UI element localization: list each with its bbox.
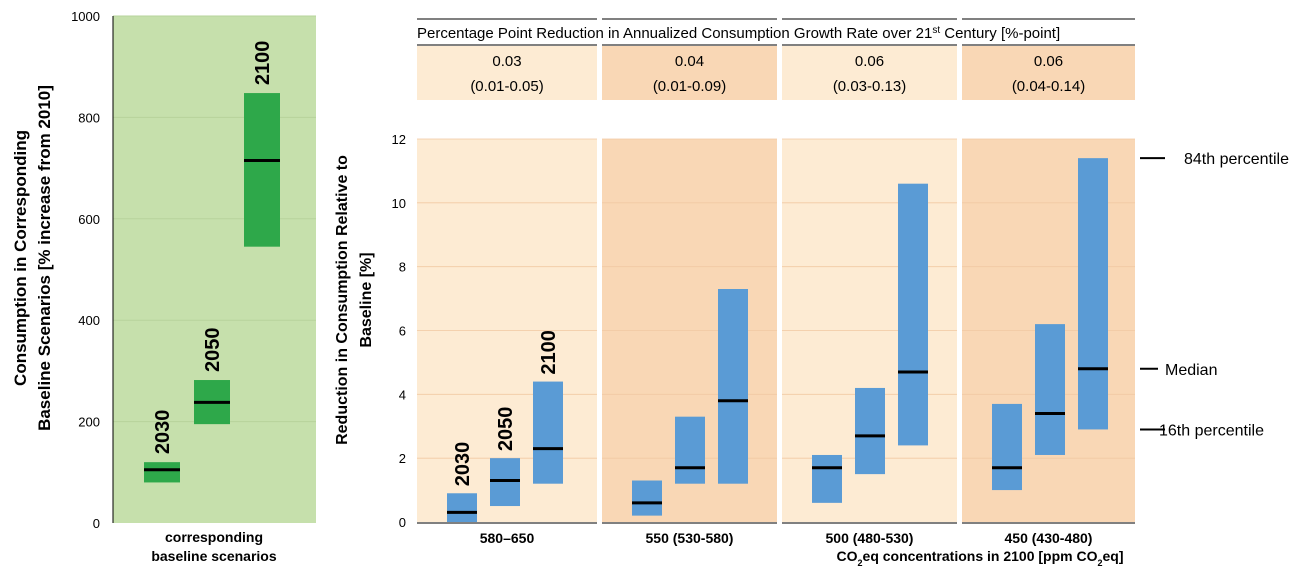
right-header-title: Percentage Point Reduction in Annualized… [417,25,1060,43]
growth-rate-range: (0.04-0.14) [1012,78,1085,95]
right-bar-2050 [675,416,705,484]
right-y-ticks: 0 2 4 6 8 10 12 [392,132,406,530]
right-y-tick-label: 10 [392,196,406,211]
header-cell [782,46,957,100]
header-cell [417,46,597,100]
right-bar-2100 [533,381,563,484]
right-y-tick-label: 6 [399,324,406,339]
header-cell [962,46,1135,100]
growth-rate-value: 0.04 [675,53,704,70]
right-bar-2030 [447,493,477,522]
right-year-label: 2100 [538,330,560,375]
left-y-tick-label: 200 [78,415,100,430]
left-bar-2030 [144,462,180,483]
left-year-label: 2030 [152,410,174,455]
left-y-tick-label: 600 [78,212,100,227]
left-gridlines [113,15,316,423]
right-y-tick-label: 12 [392,132,406,147]
right-bar-2030 [992,403,1022,491]
right-bar-2050 [1035,324,1065,455]
category-label: 580–650 [480,530,535,546]
right-bar-2100 [898,183,928,446]
right-bar-2030 [812,454,842,503]
left-y-tick-label: 400 [78,313,100,328]
left-year-label: 2100 [252,41,274,86]
growth-rate-value: 0.03 [492,53,521,70]
growth-rate-range: (0.01-0.05) [470,78,543,95]
right-y-tick-label: 0 [399,515,406,530]
right-y-label-line2: Baseline [%] [358,252,375,347]
left-panel-background [113,16,316,523]
right-chart: 0.03 (0.01-0.05) 0.04 (0.01-0.09) 0.06 (0.03-… [334,18,1289,568]
left-bar-2100 [244,93,280,247]
annotation-84th-label: 84th percentile [1184,151,1289,168]
category-label: 550 (530-580) [646,530,734,546]
right-header-row: 0.03 (0.01-0.05) 0.04 (0.01-0.09) 0.06 (0.03-… [417,18,1135,100]
growth-rate-value: 0.06 [1034,53,1063,70]
left-y-tick-label: 0 [93,516,100,531]
category-label: 500 (480-530) [826,530,914,546]
left-x-label-line2: baseline scenarios [151,548,277,564]
right-y-tick-label: 2 [399,451,406,466]
growth-rate-range: (0.01-0.09) [653,78,726,95]
right-y-tick-label: 4 [399,387,406,402]
category-label: 450 (430-480) [1005,530,1093,546]
annotation-median-label: Median [1165,362,1217,379]
right-y-label-line1: Reduction in Consumption Relative to [334,155,351,445]
right-bar-2100 [1078,158,1108,430]
right-bar-2030 [632,480,662,516]
right-bar-2100 [718,289,748,484]
growth-rate-range: (0.03-0.13) [833,78,906,95]
left-bars: 2030 2050 2100 [144,41,280,483]
right-year-label: 2030 [452,442,474,487]
header-cell [602,46,777,100]
left-y-tick-label: 1000 [71,9,100,24]
left-y-ticks: 0 200 400 600 800 1000 [71,9,100,531]
left-x-label-line1: corresponding [165,529,263,545]
right-bars: 2030 2050 2100 [447,158,1108,522]
right-bar-2050 [490,458,520,507]
annotation-16th-label: 16th percentile [1159,422,1264,439]
right-category-labels: 580–650 550 (530-580) 500 (480-530) 450 (43… [480,530,1093,546]
growth-rate-value: 0.06 [855,53,884,70]
right-annotations: 84th percentile Median 16th percentile [1140,151,1289,439]
right-year-label: 2050 [495,407,517,452]
right-y-tick-label: 8 [399,260,406,275]
left-y-tick-label: 800 [78,110,100,125]
left-chart: 0 200 400 600 800 1000 2030 2050 2100 Consumpti… [11,9,316,564]
left-y-label-line1: Consumption in Corresponding [11,130,30,386]
right-bar-2050 [855,387,885,475]
left-y-label-line2: Baseline Scenarios [% increase from 2010… [35,85,54,431]
left-year-label: 2050 [202,328,224,373]
right-panels [417,139,1135,524]
right-x-title: CO2eq concentrations in 2100 [ppm CO2eq] [837,548,1124,568]
